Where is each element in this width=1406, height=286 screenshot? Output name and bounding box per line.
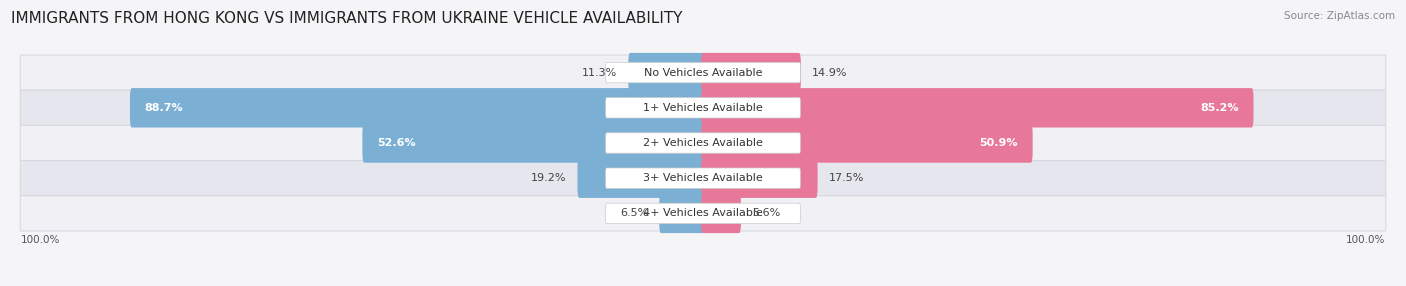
FancyBboxPatch shape <box>628 53 704 92</box>
FancyBboxPatch shape <box>606 62 800 83</box>
Legend: Immigrants from Hong Kong, Immigrants from Ukraine: Immigrants from Hong Kong, Immigrants fr… <box>516 283 890 286</box>
Text: 1+ Vehicles Available: 1+ Vehicles Available <box>643 103 763 113</box>
Text: 85.2%: 85.2% <box>1201 103 1239 113</box>
Text: IMMIGRANTS FROM HONG KONG VS IMMIGRANTS FROM UKRAINE VEHICLE AVAILABILITY: IMMIGRANTS FROM HONG KONG VS IMMIGRANTS … <box>11 11 683 26</box>
Text: 3+ Vehicles Available: 3+ Vehicles Available <box>643 173 763 183</box>
Text: 19.2%: 19.2% <box>531 173 567 183</box>
Text: 5.6%: 5.6% <box>752 208 780 219</box>
Text: Source: ZipAtlas.com: Source: ZipAtlas.com <box>1284 11 1395 21</box>
Text: 52.6%: 52.6% <box>377 138 416 148</box>
FancyBboxPatch shape <box>20 161 1386 196</box>
Text: 50.9%: 50.9% <box>980 138 1018 148</box>
FancyBboxPatch shape <box>20 196 1386 231</box>
FancyBboxPatch shape <box>20 55 1386 90</box>
Text: 11.3%: 11.3% <box>582 67 617 78</box>
Text: 4+ Vehicles Available: 4+ Vehicles Available <box>643 208 763 219</box>
Text: 100.0%: 100.0% <box>21 235 60 245</box>
FancyBboxPatch shape <box>363 123 704 163</box>
Text: 2+ Vehicles Available: 2+ Vehicles Available <box>643 138 763 148</box>
Text: 17.5%: 17.5% <box>828 173 863 183</box>
FancyBboxPatch shape <box>702 123 1032 163</box>
FancyBboxPatch shape <box>20 90 1386 125</box>
FancyBboxPatch shape <box>578 158 704 198</box>
FancyBboxPatch shape <box>129 88 704 128</box>
Text: 14.9%: 14.9% <box>811 67 848 78</box>
FancyBboxPatch shape <box>702 194 741 233</box>
FancyBboxPatch shape <box>702 53 801 92</box>
FancyBboxPatch shape <box>606 168 800 188</box>
Text: No Vehicles Available: No Vehicles Available <box>644 67 762 78</box>
FancyBboxPatch shape <box>659 194 704 233</box>
FancyBboxPatch shape <box>20 125 1386 161</box>
Text: 100.0%: 100.0% <box>1346 235 1385 245</box>
Text: 88.7%: 88.7% <box>145 103 183 113</box>
FancyBboxPatch shape <box>702 158 818 198</box>
FancyBboxPatch shape <box>702 88 1254 128</box>
FancyBboxPatch shape <box>606 98 800 118</box>
FancyBboxPatch shape <box>606 133 800 153</box>
FancyBboxPatch shape <box>606 203 800 224</box>
Text: 6.5%: 6.5% <box>620 208 648 219</box>
